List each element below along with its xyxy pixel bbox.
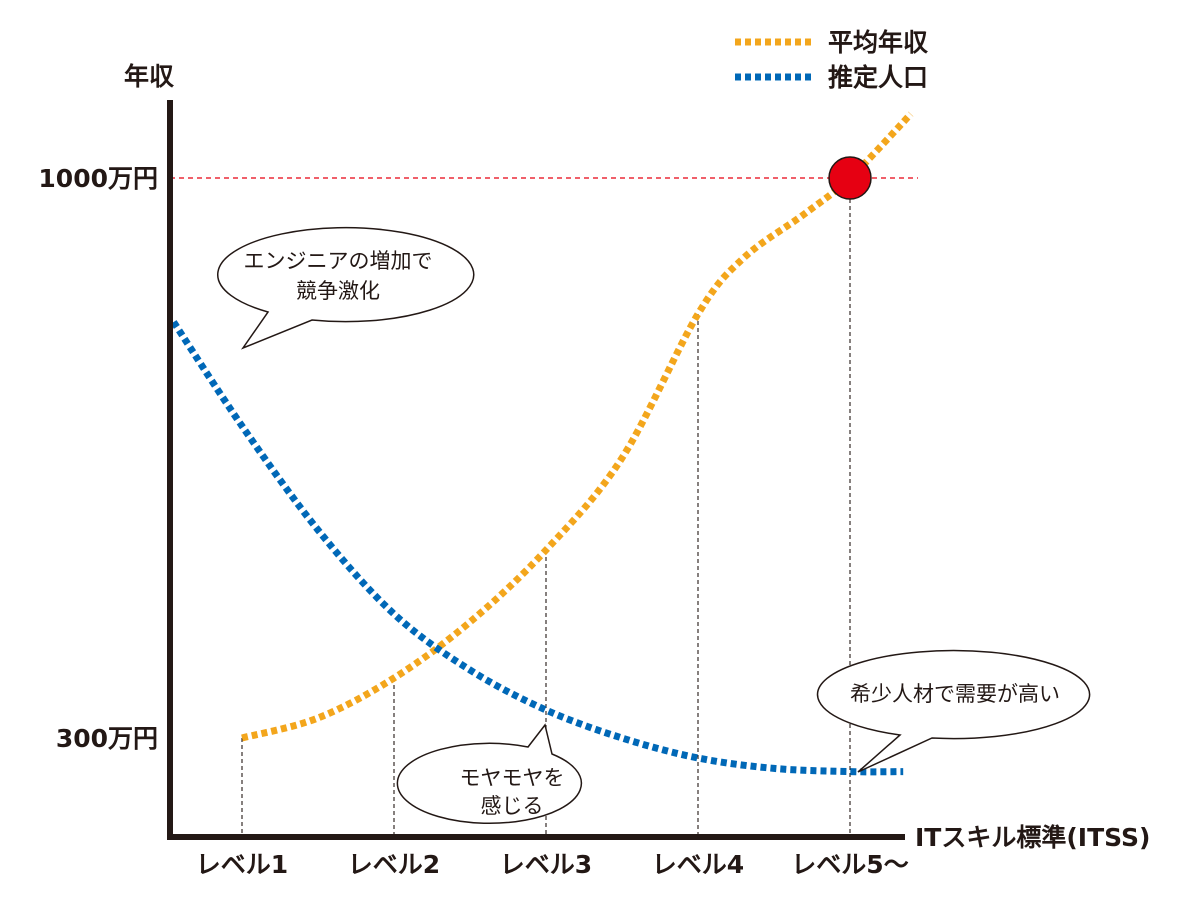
x-tick-label-2: レベル2 xyxy=(348,850,440,879)
callout-moyamoya-line2: 感じる xyxy=(481,794,544,818)
highlight-points xyxy=(828,156,872,200)
x-tick-label-4: レベル4 xyxy=(652,850,744,879)
callout-engineer: エンジニアの増加で 競争激化 xyxy=(217,226,475,350)
callout-rare-shape xyxy=(816,649,1091,773)
callout-moyamoya-shape xyxy=(396,723,583,825)
y-tick-label-300: 300万円 xyxy=(56,724,158,753)
series-line-avg-income xyxy=(241,111,914,742)
tick-labels: レベル1 レベル2 レベル3 レベル4 レベル5〜 1000万円 300万円 xyxy=(38,164,908,879)
x-tick-label-1: レベル1 xyxy=(196,850,288,879)
x-tick-label-3: レベル3 xyxy=(500,850,592,879)
legend: 平均年収 推定人口 xyxy=(735,28,929,92)
callout-moyamoya-line1: モヤモヤを xyxy=(460,766,565,790)
legend-label-population: 推定人口 xyxy=(828,63,928,92)
guide-lines xyxy=(170,177,918,836)
callout-engineer-line2: 競争激化 xyxy=(296,279,380,303)
highlight-point-1000 xyxy=(828,156,872,200)
callout-rare: 希少人材で需要が高い xyxy=(816,649,1091,773)
x-axis-label: ITスキル標準(ITSS) xyxy=(915,823,1150,852)
x-tick-label-5: レベル5〜 xyxy=(791,850,908,879)
series-line-population xyxy=(170,320,904,776)
callout-moyamoya: モヤモヤを 感じる xyxy=(396,723,583,825)
legend-label-avg-income: 平均年収 xyxy=(828,28,929,57)
y-axis-label: 年収 xyxy=(124,62,175,91)
callout-rare-text: 希少人材で需要が高い xyxy=(850,682,1060,706)
y-tick-label-1000: 1000万円 xyxy=(38,164,158,193)
series-lines xyxy=(170,111,914,776)
callout-engineer-shape xyxy=(217,226,475,350)
callout-engineer-line1: エンジニアの増加で xyxy=(244,249,433,273)
